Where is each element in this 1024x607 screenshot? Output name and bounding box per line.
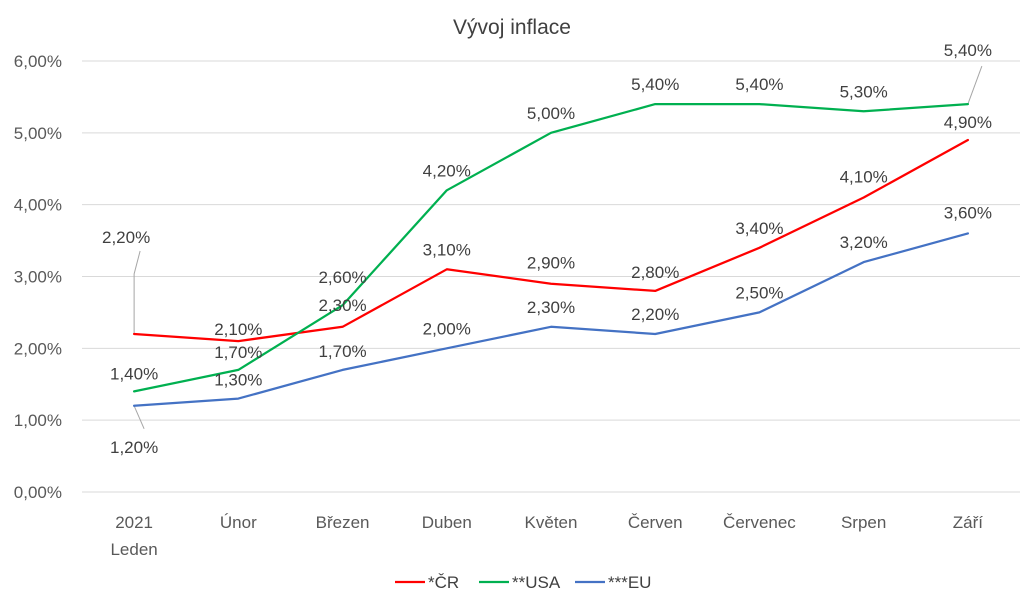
series-line-usa xyxy=(132,102,970,393)
legend-label: **USA xyxy=(512,573,561,592)
y-tick-label: 3,00% xyxy=(14,268,62,287)
series-line-cr xyxy=(132,138,970,343)
legend: *ČR **USA ***EU xyxy=(395,573,651,592)
data-label: 5,30% xyxy=(840,82,888,101)
y-tick-label: 2,00% xyxy=(14,339,62,358)
x-axis-ticks: 2021 Leden Únor Březen Duben Květen Červen Červ… xyxy=(110,513,983,559)
legend-label: *ČR xyxy=(428,573,459,592)
legend-label: ***EU xyxy=(608,573,651,592)
y-axis-ticks: 0,00% 1,00% 2,00% 3,00% 4,00% 5,00% 6,00% xyxy=(14,52,62,502)
data-label: 1,30% xyxy=(214,371,262,390)
y-tick-label: 5,00% xyxy=(14,124,62,143)
leader-line xyxy=(133,250,141,334)
y-tick-label: 1,00% xyxy=(14,411,62,430)
data-label: 3,10% xyxy=(423,240,471,259)
leader-line xyxy=(133,405,145,429)
data-label: 3,40% xyxy=(735,219,783,238)
x-tick-label: 2021 Leden xyxy=(110,513,157,559)
data-labels: 2,20% 2,10% 2,30% 3,10% 2,90% 2,80% 3,40% 4,10%… xyxy=(102,41,992,457)
x-tick-label: Červenec xyxy=(723,513,796,532)
data-label: 2,30% xyxy=(318,296,366,315)
x-tick-label: Květen xyxy=(525,513,578,532)
data-label: 4,20% xyxy=(423,161,471,180)
y-tick-label: 4,00% xyxy=(14,196,62,215)
data-label: 2,80% xyxy=(631,263,679,282)
data-label: 2,30% xyxy=(527,298,575,317)
y-tick-label: 6,00% xyxy=(14,52,62,71)
series-lines xyxy=(132,102,970,407)
data-label: 5,40% xyxy=(944,41,992,60)
data-label: 1,70% xyxy=(318,342,366,361)
label-leader-lines xyxy=(133,65,983,429)
data-label: 2,20% xyxy=(102,228,150,247)
data-label: 1,40% xyxy=(110,364,158,383)
chart-title: Vývoj inflace xyxy=(453,16,571,39)
y-tick-label: 0,00% xyxy=(14,483,62,502)
x-tick-label: Únor xyxy=(220,513,257,532)
x-tick-label: Červen xyxy=(628,513,683,532)
series-line-eu xyxy=(132,232,970,407)
data-label: 2,10% xyxy=(214,320,262,339)
data-label: 5,00% xyxy=(527,104,575,123)
data-label: 5,40% xyxy=(631,75,679,94)
gridlines xyxy=(82,60,1020,493)
data-label: 1,70% xyxy=(214,343,262,362)
x-tick-label: Duben xyxy=(422,513,472,532)
data-label: 2,50% xyxy=(735,283,783,302)
data-label: 2,20% xyxy=(631,305,679,324)
data-label: 4,90% xyxy=(944,113,992,132)
data-label: 1,20% xyxy=(110,438,158,457)
data-label: 5,40% xyxy=(735,75,783,94)
leader-line xyxy=(967,65,983,105)
data-label: 2,60% xyxy=(318,268,366,287)
data-label: 3,60% xyxy=(944,203,992,222)
data-label: 3,20% xyxy=(840,233,888,252)
x-tick-label: Březen xyxy=(316,513,370,532)
data-label: 2,90% xyxy=(527,254,575,273)
x-tick-label: Srpen xyxy=(841,513,886,532)
data-label: 2,00% xyxy=(423,319,471,338)
x-tick-label: Září xyxy=(953,513,984,532)
data-label: 4,10% xyxy=(840,167,888,186)
